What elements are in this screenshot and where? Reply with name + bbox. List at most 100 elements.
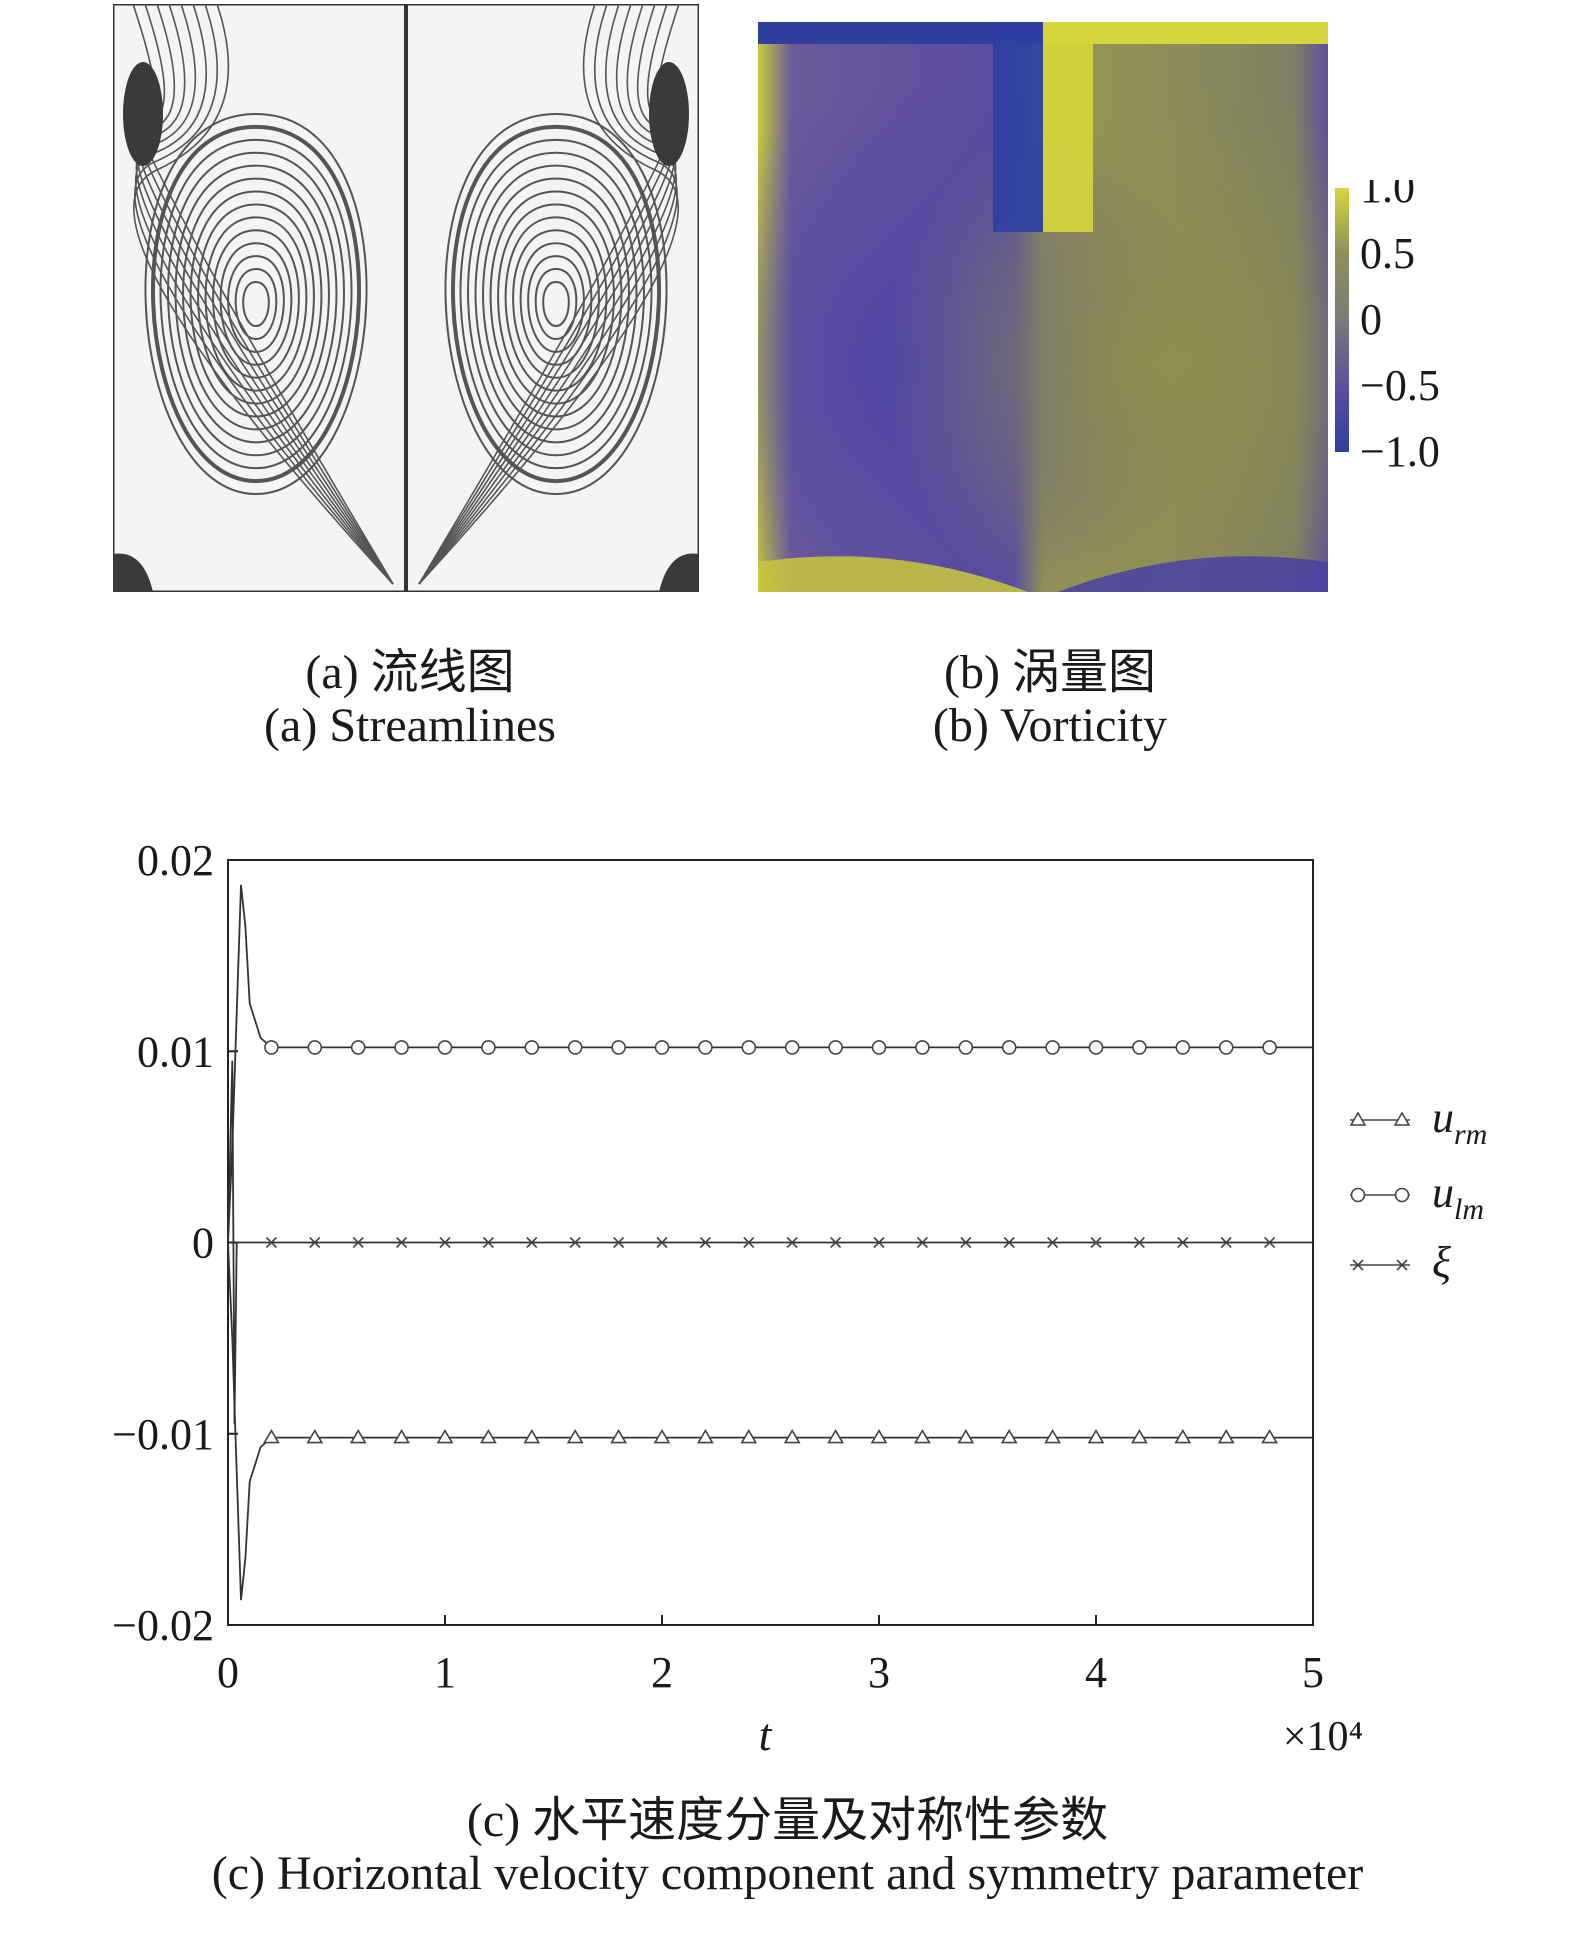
marker-triangle [349,1428,367,1444]
streamline-left-loop [219,242,293,366]
x-axis-multiplier: ×10⁴ [1283,1714,1363,1760]
marker-circle [958,1040,974,1055]
streamline-left-loop [242,280,270,328]
marker-triangle [610,1428,627,1444]
marker-x [309,1236,321,1249]
streamline-right-loop [534,268,578,340]
marker-triangle [1217,1428,1235,1444]
marker-triangle [653,1428,671,1444]
vorticity-center-blue-jet [993,22,1043,232]
streamline-right-loop [474,164,638,444]
marker-circle [654,1040,670,1055]
x-tick-label: 1 [434,1648,456,1697]
marker-triangle [1261,1428,1278,1444]
eddy-bottom-left [113,553,153,592]
streamline-right-loop [504,216,608,392]
streamline-outer-left [134,4,394,585]
marker-triangle [740,1428,758,1444]
marker-triangle [1087,1428,1105,1444]
legend-label: ulm [1432,1168,1484,1226]
streamline-left-loop [174,164,338,444]
marker-circle [264,1040,279,1055]
marker-x [1264,1236,1276,1249]
marker-x [830,1236,842,1249]
streamline-left-loop [167,151,345,457]
marker-circle [741,1040,757,1055]
colorbar-tick-label: 0.5 [1360,229,1415,278]
colorbar-tick-label: −0.5 [1360,361,1440,410]
x-tick-label: 2 [651,1648,673,1697]
marker-triangle [393,1428,410,1444]
marker-x [482,1236,494,1249]
corner-eddies [113,62,699,592]
marker-x [396,1236,408,1249]
streamline-outer-left [134,4,394,585]
marker-x [265,1236,277,1249]
streamlines-plot [113,4,699,592]
marker-circle [1088,1040,1104,1055]
streamline-outer-right [418,4,678,585]
marker-circle [1001,1040,1017,1055]
marker-triangle [523,1428,541,1444]
streamline-outer-right [418,4,677,585]
marker-circle [871,1040,887,1055]
marker-triangle [870,1428,888,1444]
legend-label: urm [1432,1093,1487,1151]
streamline-left-loop [159,138,353,470]
caption-c-zh: (c) 水平速度分量及对称性参数 [466,1794,1109,1847]
marker-x [526,1236,538,1249]
marker-x [916,1236,928,1249]
marker-triangle [1349,1111,1367,1126]
streamline-right-loop [482,177,630,431]
caption-b-zh: (b) 涡量图 [944,646,1156,699]
streamline-left-loop [204,216,308,392]
streamline-outer-left [135,4,394,585]
marker-triangle [436,1428,454,1444]
marker-triangle [1044,1428,1061,1444]
caption-c-en: (c) Horizontal velocity component and sy… [211,1847,1364,1900]
velocity-line-chart: 0.02 0.01 0 −0.01 −0.02 0 1 2 3 4 5 t ×10⁴ urm ulm… [112,836,1487,1760]
marker-circle [611,1040,626,1055]
streamline-right-loop [467,151,645,457]
marker-x [960,1236,972,1249]
marker-circle [915,1040,930,1055]
caption-b-en: (b) Vorticity [932,699,1168,752]
x-tick-label: 5 [1302,1648,1324,1697]
eddy-top-right [649,62,689,166]
vorticity-colorbar: 1.0 0.5 0 −0.5 −1.0 [1335,180,1440,470]
marker-x [1133,1236,1145,1249]
colorbar-gradient [1335,188,1349,452]
marker-triangle [914,1428,931,1444]
marker-x [352,1236,364,1249]
marker-x [786,1236,798,1249]
streamline-left-loop [144,112,368,496]
x-axis-label: t [759,1709,773,1760]
legend-label: ξ [1432,1238,1451,1287]
streamline-left-loop [182,177,330,431]
marker-x [1090,1236,1102,1249]
y-tick-label: 0.01 [137,1027,214,1076]
marker-x [873,1236,885,1249]
marker-x [1177,1236,1189,1249]
marker-triangle [1174,1428,1192,1444]
marker-circle [567,1040,583,1055]
marker-circle [394,1040,409,1055]
streamline-right-loop [459,138,653,470]
series-line-lm [227,884,1313,1243]
marker-x [743,1236,755,1249]
marker-circle [784,1040,800,1055]
marker-x [613,1236,625,1249]
marker-x [1220,1236,1232,1249]
x-tick-label: 3 [868,1648,890,1697]
vorticity-plot [758,22,1328,592]
marker-triangle [957,1428,975,1444]
marker-circle [828,1040,843,1055]
marker-x [1047,1236,1059,1249]
vorticity-top-left-band [758,22,1043,44]
caption-a-en: (a) Streamlines [264,699,556,752]
streamline-right-loop [519,242,593,366]
y-tick-label: 0 [192,1219,214,1268]
eddy-bottom-right [659,553,699,592]
marker-x [699,1236,711,1249]
marker-x [1003,1236,1015,1249]
